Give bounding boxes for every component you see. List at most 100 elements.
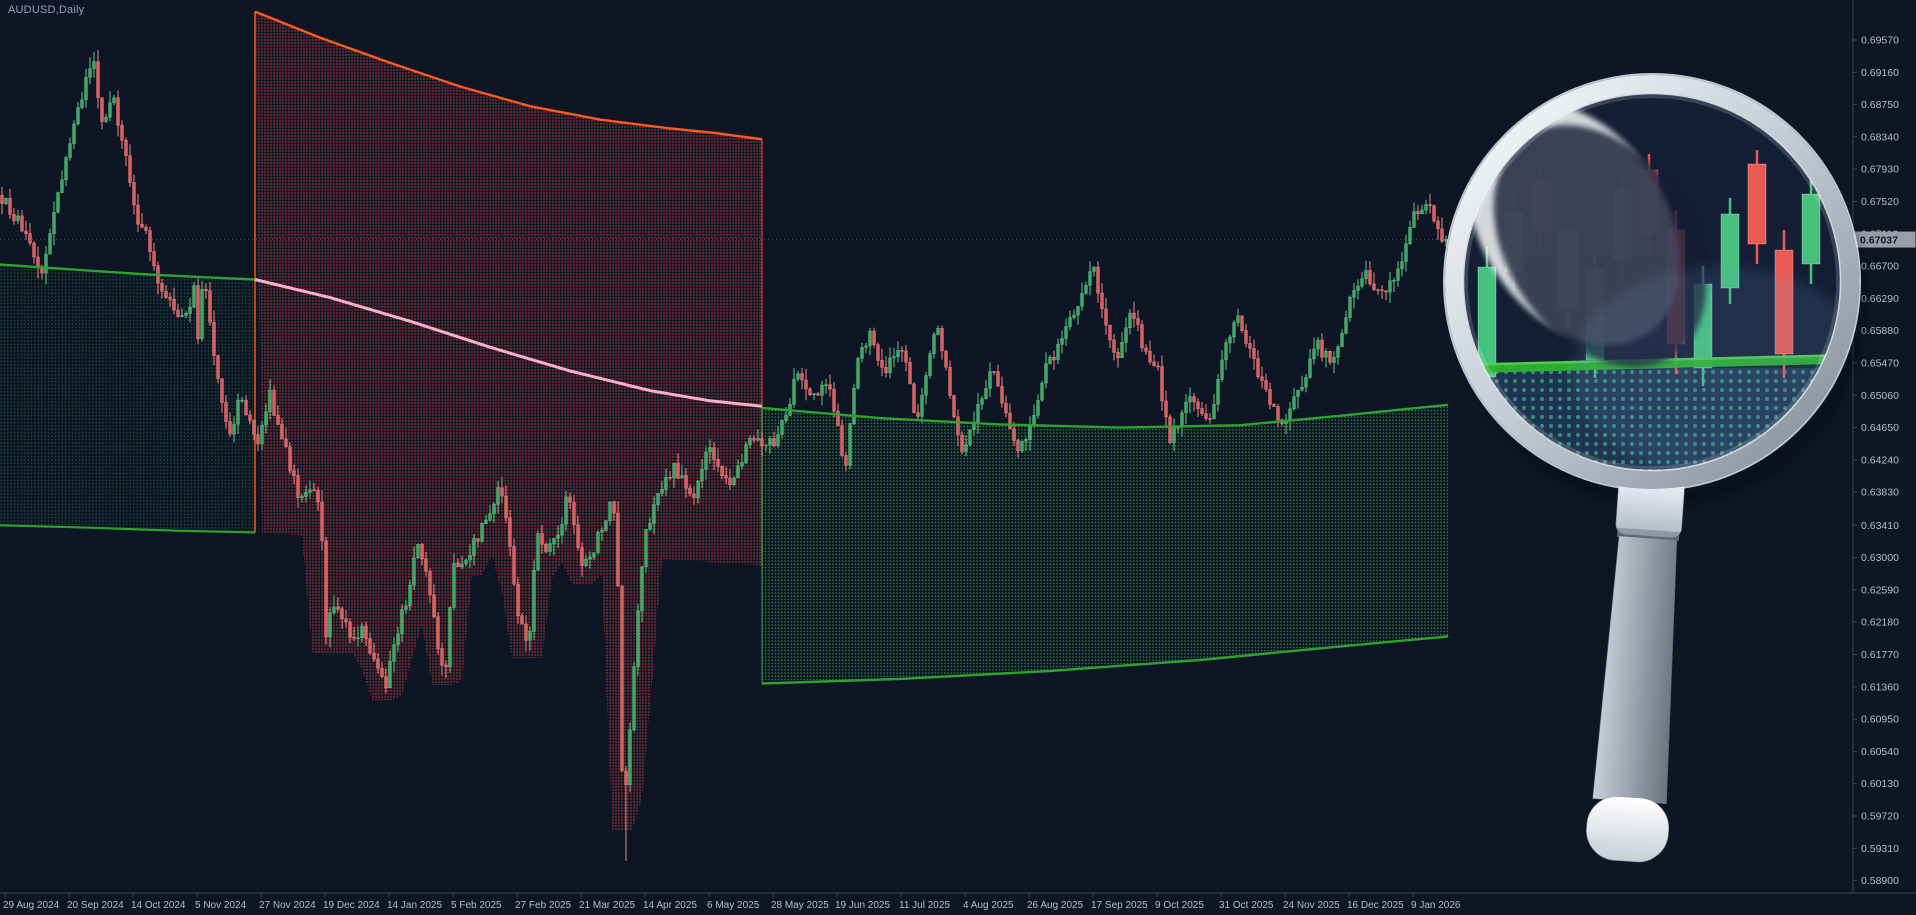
candle (788, 398, 792, 416)
candle (1072, 309, 1076, 320)
candle (292, 464, 296, 485)
candle (1048, 354, 1052, 365)
candle (1396, 261, 1400, 287)
symbol-label: AUDUSD,Daily (8, 4, 85, 16)
candle (920, 387, 924, 423)
candle (404, 599, 408, 615)
candle (20, 210, 24, 233)
price-tick-label: 0.61770 (1861, 649, 1899, 661)
candle (400, 604, 404, 643)
candle (1300, 375, 1304, 392)
candle (1256, 349, 1260, 379)
price-tick-label: 0.60130 (1861, 778, 1899, 790)
date-tick-label: 14 Apr 2025 (643, 900, 697, 911)
price-tick-label: 0.63000 (1861, 552, 1899, 564)
date-tick-label: 4 Aug 2025 (963, 900, 1014, 911)
candle (712, 442, 716, 471)
candle (600, 526, 604, 541)
candle (112, 94, 116, 106)
candle (200, 280, 204, 342)
candle (820, 380, 824, 406)
candle (660, 480, 664, 497)
candle (356, 626, 360, 647)
candle (856, 356, 860, 390)
candle (644, 528, 648, 573)
candle (432, 584, 436, 619)
candle (996, 364, 1000, 387)
price-tick-label: 0.58900 (1861, 875, 1899, 887)
candle (564, 490, 568, 532)
candle (4, 197, 8, 205)
time-scale[interactable]: 29 Aug 2024 20 Sep 2024 14 Oct 2024 5 Nov 2… (0, 892, 1916, 911)
candle (72, 120, 76, 150)
candle (768, 436, 772, 454)
candle (144, 224, 148, 234)
candle (536, 530, 540, 571)
candle (548, 538, 552, 556)
candle (176, 303, 180, 318)
magnifier-handle (1586, 472, 1685, 863)
candle (1128, 309, 1132, 335)
candle (60, 170, 64, 194)
candle (472, 534, 476, 566)
candle (428, 568, 432, 603)
candle (1080, 282, 1084, 311)
candle (572, 494, 576, 535)
price-tick-label: 0.66290 (1861, 293, 1899, 305)
candle (620, 584, 624, 773)
candle (860, 342, 864, 363)
candle (748, 435, 752, 449)
candle (284, 427, 288, 448)
candle (440, 642, 444, 676)
candle (688, 484, 692, 497)
price-tick-label: 0.62180 (1861, 617, 1899, 629)
candle (1016, 438, 1020, 458)
candle (932, 332, 936, 359)
pink-center-line (254, 278, 763, 408)
left-center-line (0, 263, 256, 281)
current-price-badge: 0.67037 (1853, 231, 1916, 248)
candle (340, 606, 344, 629)
candle (452, 553, 456, 611)
date-tick-label: 14 Jan 2025 (387, 900, 442, 911)
candle (180, 308, 184, 318)
candle (844, 451, 848, 472)
date-tick-label: 16 Dec 2025 (1347, 900, 1404, 911)
candle (968, 429, 972, 447)
candle (8, 188, 12, 220)
candle (948, 360, 952, 399)
candle (576, 515, 580, 551)
price-tick-label: 0.62590 (1861, 584, 1899, 596)
candle (108, 91, 112, 122)
candle (752, 434, 756, 444)
green-band-fill (762, 404, 1448, 684)
candle (992, 371, 996, 376)
candle (808, 387, 812, 397)
candle (44, 246, 48, 285)
candle (1004, 395, 1008, 418)
candle (952, 394, 956, 419)
left-band-lower-line (0, 524, 256, 534)
candle (456, 558, 460, 567)
candle (1360, 271, 1364, 289)
price-tick-label: 0.67930 (1861, 164, 1899, 176)
candle (1108, 324, 1112, 349)
candle (0, 186, 4, 215)
candle (668, 470, 672, 481)
candle (412, 546, 416, 591)
candle (876, 342, 880, 367)
candle (504, 485, 508, 523)
candle (852, 383, 856, 426)
candle (884, 356, 888, 378)
date-tick-label: 27 Feb 2025 (515, 900, 572, 911)
candle (1404, 234, 1408, 272)
candle (1036, 394, 1040, 419)
candle (96, 49, 100, 109)
price-scale[interactable]: 0.69570 0.69160 0.68750 0.68340 0.67930 0.675… (1852, 0, 1899, 893)
candle (316, 487, 320, 512)
candle (324, 536, 328, 645)
candle (672, 463, 676, 488)
candle (1432, 204, 1436, 224)
